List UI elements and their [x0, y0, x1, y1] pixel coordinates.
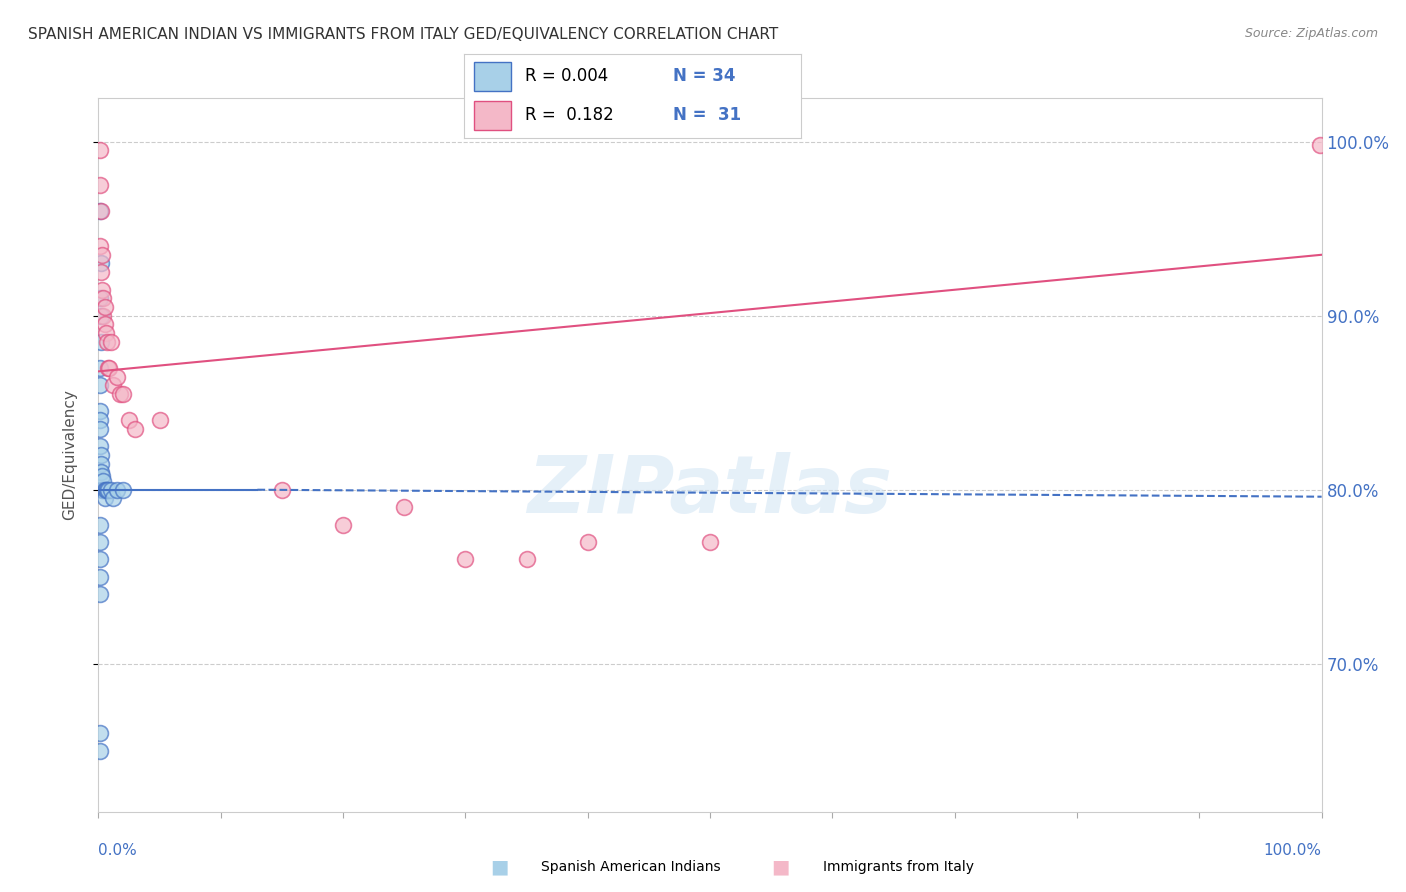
Text: Source: ZipAtlas.com: Source: ZipAtlas.com [1244, 27, 1378, 40]
Point [89, 291, 111, 305]
Point [699, 535, 721, 549]
Point [91, 474, 114, 488]
Point [96, 483, 118, 497]
Point [100, 334, 122, 349]
Point [89, 378, 111, 392]
Point [105, 483, 128, 497]
Point [101, 378, 124, 392]
Point [89, 726, 111, 740]
Point [98, 360, 121, 375]
Point [97, 483, 120, 497]
Point [90, 204, 112, 219]
Point [1309, 138, 1331, 153]
Point [89, 587, 111, 601]
Point [89, 413, 111, 427]
Text: 0.0%: 0.0% [98, 843, 138, 858]
Point [94, 483, 117, 497]
Text: Immigrants from Italy: Immigrants from Italy [823, 860, 973, 874]
Point [89, 204, 111, 219]
Point [89, 744, 111, 758]
Text: R = 0.004: R = 0.004 [524, 68, 607, 86]
Point [91, 468, 114, 483]
Point [93, 491, 115, 506]
Point [90, 256, 112, 270]
Point [94, 326, 117, 340]
Text: N =  31: N = 31 [673, 106, 741, 124]
Point [105, 369, 128, 384]
Point [93, 318, 115, 332]
Point [91, 291, 114, 305]
Point [149, 413, 172, 427]
Point [89, 439, 111, 453]
Point [93, 483, 115, 497]
Point [89, 422, 111, 436]
Text: ZIPatlas: ZIPatlas [527, 451, 893, 530]
Point [576, 535, 599, 549]
Point [332, 517, 354, 532]
Point [89, 570, 111, 584]
Point [93, 300, 115, 314]
Point [90, 334, 112, 349]
Point [124, 422, 146, 436]
Point [91, 248, 114, 262]
Point [101, 491, 124, 506]
Point [111, 483, 134, 497]
Point [89, 144, 111, 158]
Point [96, 334, 118, 349]
Text: Spanish American Indians: Spanish American Indians [541, 860, 721, 874]
Point [392, 500, 416, 515]
Point [91, 283, 114, 297]
Point [89, 552, 111, 566]
Point [111, 387, 134, 401]
Point [118, 413, 141, 427]
Text: SPANISH AMERICAN INDIAN VS IMMIGRANTS FROM ITALY GED/EQUIVALENCY CORRELATION CHA: SPANISH AMERICAN INDIAN VS IMMIGRANTS FR… [28, 27, 779, 42]
FancyBboxPatch shape [474, 62, 512, 91]
Point [270, 483, 294, 497]
Point [454, 552, 477, 566]
FancyBboxPatch shape [474, 101, 512, 130]
Point [110, 387, 132, 401]
Point [90, 457, 112, 471]
Point [90, 466, 112, 480]
Point [90, 309, 112, 323]
Y-axis label: GED/Equivalency: GED/Equivalency [63, 390, 77, 520]
Text: R =  0.182: R = 0.182 [524, 106, 613, 124]
Point [89, 239, 111, 253]
Point [515, 552, 537, 566]
Text: ■: ■ [489, 857, 509, 877]
Point [100, 483, 122, 497]
Point [97, 360, 120, 375]
Text: ■: ■ [770, 857, 790, 877]
Point [89, 178, 111, 193]
Text: 100.0%: 100.0% [1264, 843, 1322, 858]
Point [91, 483, 114, 497]
Point [89, 517, 111, 532]
Point [89, 404, 111, 418]
Point [89, 360, 111, 375]
Point [90, 448, 112, 462]
Text: N = 34: N = 34 [673, 68, 735, 86]
Point [90, 265, 112, 279]
Point [91, 309, 114, 323]
Point [91, 483, 114, 497]
Point [89, 535, 111, 549]
